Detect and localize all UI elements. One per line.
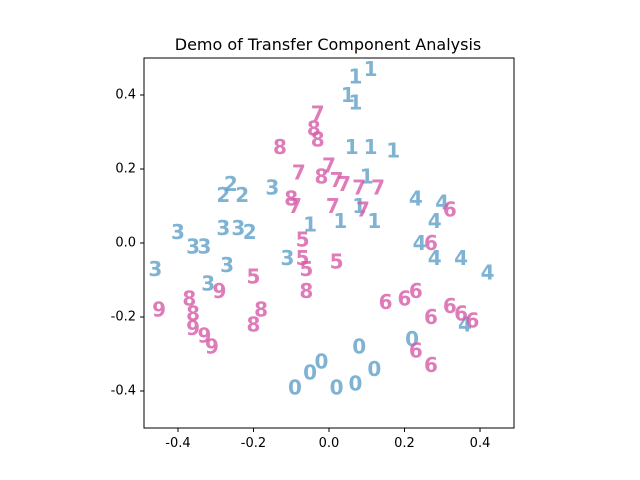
digit-point: 1 [341, 83, 355, 107]
digit-point: 8 [254, 298, 268, 322]
digit-point: 3 [231, 216, 245, 240]
digit-point: 0 [352, 335, 366, 359]
digit-point: 1 [348, 65, 362, 89]
digit-point: 1 [364, 57, 378, 81]
digit-point: 3 [265, 176, 279, 200]
x-tick-label: 0.4 [470, 436, 491, 451]
digit-point: 8 [311, 127, 325, 151]
digit-point: 2 [235, 183, 249, 207]
digit-point: 9 [152, 298, 166, 322]
digit-point: 7 [311, 102, 325, 126]
digit-point: 1 [348, 90, 362, 114]
digit-point: 8 [299, 279, 313, 303]
y-tick-label: -0.4 [111, 384, 136, 399]
x-tick-label: 0.2 [394, 436, 415, 451]
digit-point: 6 [454, 301, 468, 325]
digit-point: 5 [247, 264, 261, 288]
digit-point: 1 [386, 139, 400, 163]
digit-point: 1 [367, 209, 381, 233]
x-axis: -0.4 -0.2 0.0 0.2 0.4 [165, 428, 490, 451]
digit-point: 2 [224, 172, 238, 196]
digit-point: 8 [307, 116, 321, 140]
digit-point: 3 [220, 253, 234, 277]
digit-point: 2 [243, 220, 257, 244]
y-tick-label: 0.0 [115, 236, 136, 251]
digit-point: 6 [443, 198, 457, 222]
digit-point: 7 [322, 153, 336, 177]
chart-title: Demo of Transfer Component Analysis [175, 35, 481, 54]
digit-point: 8 [284, 187, 298, 211]
x-tick-label: -0.4 [165, 436, 190, 451]
digit-point: 4 [428, 209, 442, 233]
digit-point: 7 [326, 194, 340, 218]
digit-point: 1 [303, 213, 317, 237]
digit-point: 6 [424, 231, 438, 255]
digit-point: 7 [288, 194, 302, 218]
digit-point: 2 [216, 183, 230, 207]
digit-point: 8 [186, 301, 200, 325]
digit-point: 9 [197, 324, 211, 348]
digit-point: 7 [371, 176, 385, 200]
digit-point: 4 [435, 190, 449, 214]
digit-point: 0 [288, 375, 302, 399]
digit-point: 7 [337, 172, 351, 196]
digit-point: 3 [186, 235, 200, 259]
digit-point: 3 [216, 216, 230, 240]
digit-point: 7 [352, 176, 366, 200]
digit-point: 6 [424, 353, 438, 377]
digit-point: 5 [296, 246, 310, 270]
digit-point: 9 [213, 279, 227, 303]
digit-point: 3 [201, 272, 215, 296]
digit-point: 7 [330, 168, 344, 192]
x-tick-label: 0.0 [319, 436, 340, 451]
digit-point: 7 [356, 198, 370, 222]
digit-point: 1 [352, 194, 366, 218]
digit-point: 0 [330, 375, 344, 399]
digit-point: 1 [345, 135, 359, 159]
digit-point: 4 [458, 312, 472, 336]
digit-point: 4 [409, 187, 423, 211]
y-axis: -0.4 -0.2 0.0 0.2 0.4 [111, 88, 144, 399]
digit-point: 6 [424, 305, 438, 329]
y-tick-label: 0.4 [115, 88, 136, 103]
digit-point: 8 [273, 135, 287, 159]
digit-point: 0 [367, 357, 381, 381]
y-tick-label: -0.2 [111, 310, 136, 325]
digit-point: 6 [409, 338, 423, 362]
digit-point: 1 [333, 209, 347, 233]
digit-point: 8 [314, 164, 328, 188]
digit-point: 3 [281, 246, 295, 270]
digit-point: 6 [379, 290, 393, 314]
digit-point: 5 [296, 227, 310, 251]
digit-point: 3 [148, 257, 162, 281]
digit-point: 5 [299, 257, 313, 281]
digit-point: 9 [205, 335, 219, 359]
digit-point: 8 [247, 312, 261, 336]
digit-point: 4 [413, 231, 427, 255]
digit-point: 6 [466, 309, 480, 333]
digit-point: 0 [348, 372, 362, 396]
digit-point: 0 [405, 327, 419, 351]
digit-point: 4 [454, 246, 468, 270]
digit-point: 4 [481, 261, 495, 285]
digit-point: 0 [314, 349, 328, 373]
digit-point: 6 [409, 279, 423, 303]
x-tick-label: -0.2 [241, 436, 266, 451]
digit-point: 1 [360, 164, 374, 188]
digit-point: 5 [330, 250, 344, 274]
digit-point: 3 [171, 220, 185, 244]
digit-point: 6 [443, 294, 457, 318]
digit-point: 4 [428, 246, 442, 270]
y-tick-label: 0.2 [115, 162, 136, 177]
digit-point: 8 [182, 287, 196, 311]
digit-point: 1 [364, 135, 378, 159]
digit-point: 9 [186, 316, 200, 340]
digit-point: 3 [197, 235, 211, 259]
digit-point: 6 [398, 287, 412, 311]
digit-point: 7 [292, 161, 306, 185]
digit-point: 0 [303, 361, 317, 385]
